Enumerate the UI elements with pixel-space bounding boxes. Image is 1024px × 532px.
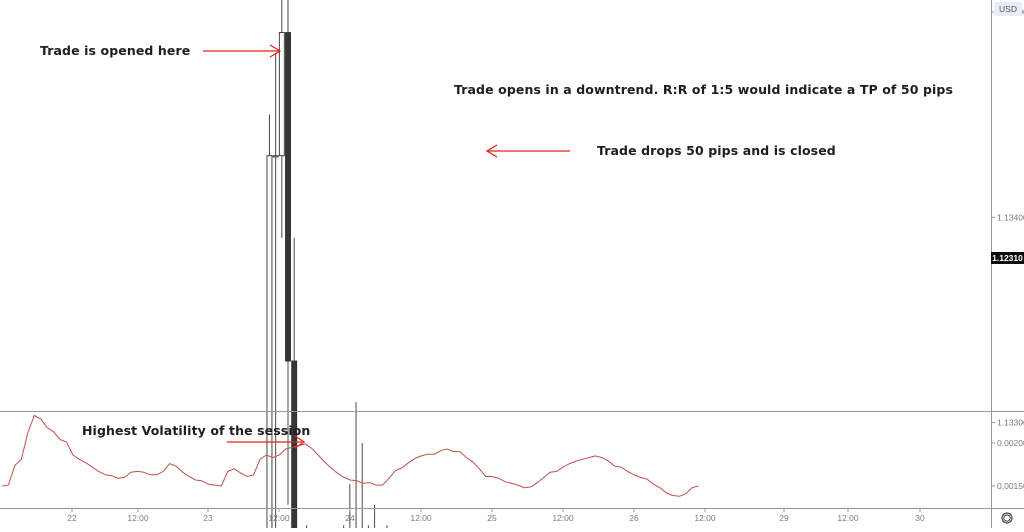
price-tick-label: 1.13400 [997, 212, 1024, 222]
time-tick-label: 12:00 [410, 513, 432, 523]
time-tick-label: 12:00 [268, 513, 290, 523]
indicator-tick-label: 0.00150 [997, 481, 1024, 491]
time-tick-label: 12:00 [552, 513, 574, 523]
arrow-trade-opened [203, 44, 282, 58]
candle [291, 237, 298, 532]
time-tick-label: 12:00 [127, 513, 149, 523]
annotation-trade-opened: Trade is opened here [40, 43, 191, 58]
volatility-line [1, 414, 699, 497]
time-tick-label: 29 [779, 513, 789, 523]
annotation-downtrend-note: Trade opens in a downtrend. R:R of 1:5 w… [454, 82, 953, 97]
time-tick-label: 25 [487, 513, 497, 523]
time-axis[interactable]: 22 12:00 23 12:00 24 12:00 25 12:00 26 12:00 29 12:… [67, 508, 925, 523]
candle [355, 402, 357, 532]
price-axis[interactable]: 1.135001.134001.133001.132001.131001.130… [991, 7, 1024, 528]
time-tick-label: 30 [915, 513, 925, 523]
annotation-trade-closed: Trade drops 50 pips and is closed [597, 143, 836, 158]
time-tick-label: 26 [629, 513, 639, 523]
candle [361, 443, 363, 532]
last-price-tag: 1.12310 [991, 252, 1024, 264]
time-tick-label: 12:00 [837, 513, 859, 523]
currency-badge[interactable]: USD [994, 2, 1022, 16]
time-tick-label: 24 [345, 513, 355, 523]
gear-icon[interactable] [999, 510, 1015, 526]
time-tick-label: 23 [203, 513, 213, 523]
candle [278, 0, 285, 238]
volatility-indicator-pane[interactable] [1, 414, 699, 497]
candle [266, 114, 273, 532]
price-pane[interactable] [1, 0, 674, 532]
arrow-highest-volatility [227, 435, 306, 449]
time-tick-label: 22 [67, 513, 77, 523]
candle [285, 0, 291, 505]
arrow-trade-closed [485, 144, 570, 158]
candle [272, 53, 279, 532]
annotation-highest-volatility: Highest Volatility of the session [82, 423, 311, 438]
time-tick-label: 12:00 [694, 513, 716, 523]
